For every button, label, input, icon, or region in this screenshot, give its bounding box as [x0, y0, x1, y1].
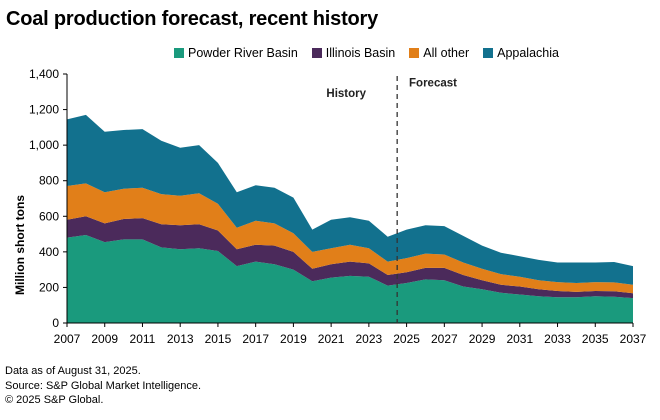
legend-label: All other [423, 46, 470, 60]
legend-label: Illinois Basin [325, 46, 396, 60]
y-tick-label: 1,000 [29, 138, 59, 152]
series-area-all-other [67, 183, 633, 294]
legend-swatch [483, 48, 494, 58]
y-tick-label: 1,200 [29, 103, 59, 117]
legend-label: Powder River Basin [188, 46, 298, 60]
series-area-illinois-basin [67, 216, 633, 299]
x-tick-label: 2013 [167, 332, 194, 346]
x-tick-label: 2035 [582, 332, 609, 346]
y-tick-label: 200 [39, 280, 59, 294]
legend-label: Appalachia [497, 46, 559, 60]
x-tick-label: 2015 [205, 332, 232, 346]
y-tick-label: 1,400 [29, 67, 59, 81]
legend: Powder River Basin Illinois Basin All ot… [174, 46, 559, 60]
series-area-powder-river-basin [67, 235, 633, 323]
legend-swatch [311, 48, 322, 58]
footnote-data-date: Data as of August 31, 2025. [5, 365, 141, 377]
x-tick-label: 2021 [318, 332, 345, 346]
legend-swatch [409, 48, 420, 58]
y-axis-label: Million short tons [13, 195, 27, 295]
footnotes: Data as of August 31, 2025. Source: S&P … [5, 364, 201, 408]
annotation-forecast: Forecast [409, 77, 457, 89]
x-tick-label: 2011 [130, 332, 156, 346]
x-tick-label: 2023 [356, 332, 383, 346]
x-tick-label: 2037 [620, 332, 647, 346]
y-tick-label: 0 [52, 316, 59, 330]
x-tick-label: 2009 [91, 332, 118, 346]
x-tick-label: 2017 [242, 332, 269, 346]
legend-item: All other [409, 46, 469, 60]
footnote-source: Source: S&P Global Market Intelligence. [5, 379, 202, 392]
chart-title: Coal production forecast, recent history [6, 8, 379, 30]
y-tick-label: 800 [39, 174, 59, 188]
legend-item: Appalachia [483, 46, 559, 60]
x-tick-label: 2031 [506, 332, 533, 346]
x-tick-label: 2027 [431, 332, 458, 346]
legend-item: Powder River Basin [174, 46, 298, 60]
x-tick-label: 2019 [280, 332, 307, 346]
legend-item: Illinois Basin [311, 46, 396, 60]
y-tick-label: 600 [39, 209, 59, 223]
x-tick-label: 2033 [544, 332, 571, 346]
x-tick-label: 2025 [393, 332, 420, 346]
annotation-history: History [326, 88, 366, 100]
footnote-copyright: © 2025 S&P Global. [5, 394, 104, 406]
x-tick-label: 2007 [54, 332, 81, 346]
y-tick-label: 400 [39, 245, 59, 259]
series-area-appalachia [67, 114, 633, 285]
x-tick-label: 2029 [469, 332, 496, 346]
legend-swatch [174, 48, 184, 58]
